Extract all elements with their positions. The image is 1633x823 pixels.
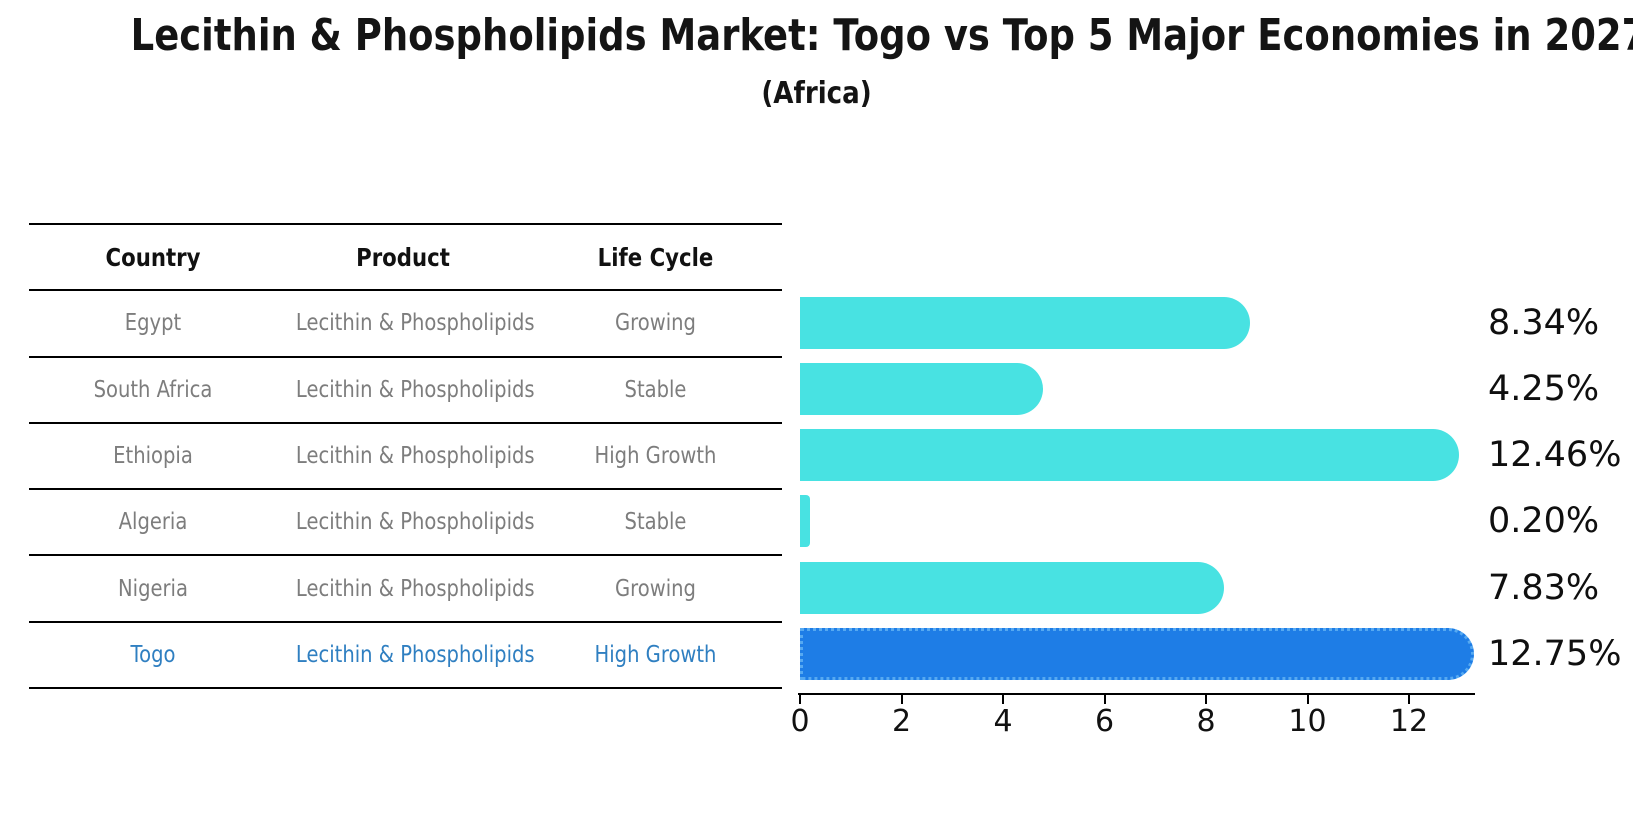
x-axis-tick	[1205, 695, 1207, 704]
x-axis-tick	[799, 695, 801, 704]
x-axis-tick-label: 12	[1389, 704, 1429, 739]
bar-togo	[800, 628, 1474, 680]
column-header-country: Country	[105, 242, 201, 272]
column-header-life-cycle: Life Cycle	[597, 242, 714, 272]
x-axis-line	[798, 693, 1475, 695]
life-cycle-cell: Growing	[615, 575, 696, 602]
life-cycle-cell: High Growth	[594, 641, 717, 668]
value-label-egypt: 8.34%	[1488, 302, 1600, 343]
x-axis-tick-label: 8	[1196, 704, 1216, 739]
x-axis-tick	[1306, 695, 1309, 704]
x-axis-tick-label: 0	[790, 704, 810, 739]
value-label-south-africa: 4.25%	[1488, 368, 1600, 409]
value-label-togo: 12.75%	[1488, 634, 1622, 674]
value-label-algeria: 0.20%	[1488, 501, 1600, 542]
table-row: Algeria Lecithin & Phospholipids Stable	[29, 490, 782, 557]
value-label-ethiopia: 12.46%	[1488, 435, 1622, 476]
page-title: Lecithin & Phospholipids Market: Togo vs…	[130, 10, 1633, 61]
x-axis-tick	[1408, 695, 1410, 704]
x-axis-tick-label: 4	[993, 704, 1013, 739]
bar-ethiopia	[800, 429, 1459, 482]
x-axis-tick	[1002, 695, 1004, 704]
country-cell: South Africa	[93, 376, 213, 403]
bar-south-africa	[800, 362, 1043, 415]
bar-algeria	[800, 495, 810, 548]
country-cell: Ethiopia	[113, 443, 193, 470]
table-row: Togo Lecithin & Phospholipids High Growt…	[29, 623, 782, 690]
product-cell: Lecithin & Phospholipids	[295, 641, 535, 668]
product-cell: Lecithin & Phospholipids	[295, 509, 535, 536]
table-header-row: Country Product Life Cycle	[29, 225, 782, 292]
table-row: South Africa Lecithin & Phospholipids St…	[29, 358, 782, 424]
x-axis-tick	[900, 695, 903, 704]
product-cell: Lecithin & Phospholipids	[295, 575, 535, 602]
country-cell: Nigeria	[118, 575, 188, 602]
bar-egypt	[800, 296, 1250, 349]
country-cell: Egypt	[124, 310, 182, 337]
summary-table: Country Product Life Cycle Egypt Lecithi…	[29, 223, 782, 690]
value-label-nigeria: 7.83%	[1488, 567, 1600, 608]
product-cell: Lecithin & Phospholipids	[295, 310, 535, 337]
product-cell: Lecithin & Phospholipids	[295, 376, 535, 403]
life-cycle-cell: Growing	[615, 310, 696, 337]
x-axis-tick	[1103, 695, 1106, 704]
table-row: Nigeria Lecithin & Phospholipids Growing	[29, 556, 782, 623]
page-subtitle: (Africa)	[761, 76, 872, 111]
x-axis-tick-label: 6	[1094, 704, 1115, 739]
table-row: Ethiopia Lecithin & Phospholipids High G…	[29, 424, 782, 491]
bar-nigeria	[800, 561, 1224, 614]
x-axis-tick-label: 2	[891, 704, 912, 739]
table-row: Egypt Lecithin & Phospholipids Growing	[29, 291, 782, 358]
life-cycle-cell: Stable	[624, 376, 687, 403]
x-axis-tick-label: 10	[1288, 704, 1327, 739]
country-cell: Togo	[130, 641, 176, 668]
product-cell: Lecithin & Phospholipids	[295, 443, 535, 470]
life-cycle-cell: High Growth	[594, 443, 717, 470]
column-header-product: Product	[356, 242, 450, 272]
country-cell: Algeria	[118, 509, 188, 536]
life-cycle-cell: Stable	[624, 509, 687, 536]
